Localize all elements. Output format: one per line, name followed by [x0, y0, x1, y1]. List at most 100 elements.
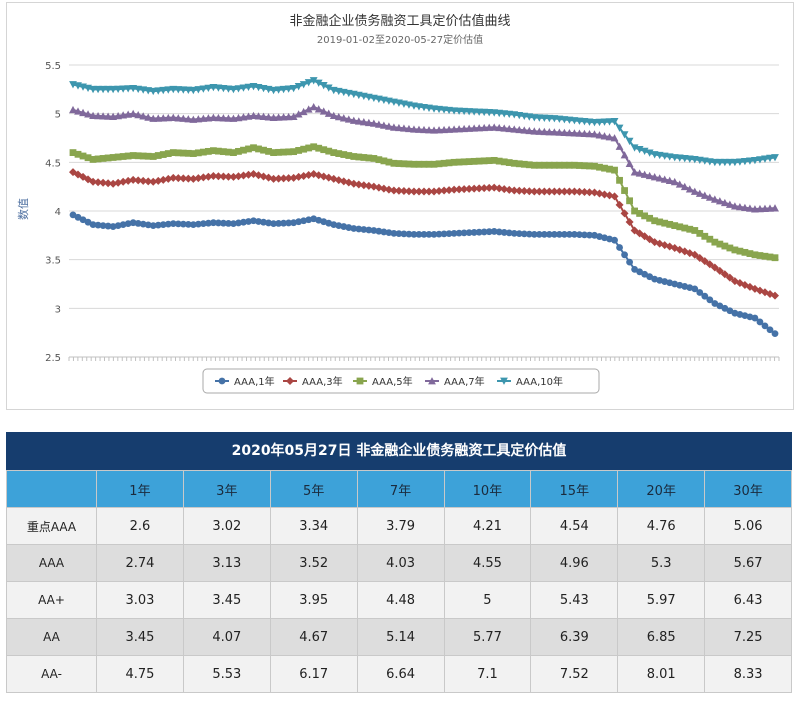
data-point[interactable]	[395, 123, 403, 132]
data-point[interactable]	[134, 110, 143, 119]
data-point[interactable]	[590, 130, 599, 138]
data-point[interactable]	[415, 160, 423, 168]
data-point[interactable]	[420, 187, 428, 196]
data-point[interactable]	[284, 174, 293, 183]
data-point[interactable]	[420, 230, 428, 238]
data-point[interactable]	[535, 127, 544, 135]
data-point[interactable]	[360, 226, 368, 233]
data-point[interactable]	[405, 124, 413, 133]
data-point[interactable]	[736, 158, 744, 166]
data-point[interactable]	[595, 118, 604, 127]
data-point[interactable]	[425, 230, 433, 238]
data-point[interactable]	[219, 172, 228, 181]
data-point[interactable]	[490, 156, 498, 164]
data-point[interactable]	[761, 252, 769, 260]
data-point[interactable]	[525, 126, 534, 135]
data-point[interactable]	[409, 187, 418, 196]
data-point[interactable]	[164, 113, 173, 122]
data-point[interactable]	[294, 83, 303, 91]
data-point[interactable]	[561, 230, 568, 238]
data-point[interactable]	[220, 219, 227, 227]
data-point[interactable]	[530, 114, 539, 122]
data-point[interactable]	[359, 118, 368, 126]
data-point[interactable]	[455, 107, 463, 115]
data-point[interactable]	[470, 108, 479, 116]
data-point[interactable]	[505, 124, 514, 133]
data-point[interactable]	[480, 228, 488, 236]
data-point[interactable]	[460, 107, 469, 116]
data-point[interactable]	[134, 220, 142, 227]
data-point[interactable]	[615, 124, 624, 132]
data-point[interactable]	[374, 120, 383, 128]
data-point[interactable]	[576, 231, 583, 239]
data-point[interactable]	[319, 82, 328, 90]
data-point[interactable]	[379, 184, 388, 193]
data-point[interactable]	[219, 114, 228, 122]
data-point[interactable]	[540, 127, 549, 136]
data-point[interactable]	[741, 248, 749, 256]
data-point[interactable]	[771, 254, 779, 262]
data-point[interactable]	[695, 253, 704, 262]
data-point[interactable]	[475, 228, 483, 236]
legend-item[interactable]: AAA,5年	[353, 375, 413, 388]
data-point[interactable]	[571, 161, 578, 169]
data-point[interactable]	[289, 173, 298, 182]
data-point[interactable]	[485, 157, 493, 165]
data-point[interactable]	[581, 231, 588, 239]
data-point[interactable]	[495, 123, 504, 132]
data-point[interactable]	[385, 122, 393, 130]
data-point[interactable]	[675, 180, 684, 188]
data-point[interactable]	[545, 114, 554, 123]
data-point[interactable]	[164, 86, 173, 94]
data-point[interactable]	[405, 160, 413, 168]
data-point[interactable]	[595, 131, 604, 139]
data-point[interactable]	[566, 161, 573, 169]
data-point[interactable]	[354, 180, 363, 189]
data-point[interactable]	[154, 221, 162, 229]
data-point[interactable]	[480, 123, 489, 132]
data-point[interactable]	[315, 144, 323, 152]
data-point[interactable]	[611, 166, 618, 174]
data-point[interactable]	[289, 112, 298, 120]
data-point[interactable]	[676, 223, 684, 231]
data-point[interactable]	[555, 161, 563, 169]
data-point[interactable]	[761, 204, 769, 212]
data-point[interactable]	[725, 158, 734, 167]
data-point[interactable]	[450, 107, 458, 115]
data-point[interactable]	[260, 146, 267, 154]
data-point[interactable]	[500, 124, 509, 132]
data-point[interactable]	[495, 157, 503, 165]
data-point[interactable]	[620, 209, 629, 218]
data-point[interactable]	[245, 218, 252, 225]
data-point[interactable]	[540, 114, 549, 122]
data-point[interactable]	[99, 85, 107, 94]
data-point[interactable]	[320, 146, 328, 154]
data-point[interactable]	[124, 85, 133, 93]
data-point[interactable]	[269, 113, 278, 121]
data-point[interactable]	[274, 174, 283, 183]
data-point[interactable]	[435, 126, 443, 134]
data-point[interactable]	[199, 148, 207, 156]
data-point[interactable]	[621, 251, 628, 259]
data-point[interactable]	[300, 145, 308, 153]
data-point[interactable]	[520, 160, 528, 168]
data-point[interactable]	[79, 108, 87, 117]
data-point[interactable]	[681, 224, 689, 232]
data-point[interactable]	[400, 124, 408, 132]
data-point[interactable]	[144, 113, 153, 121]
data-point[interactable]	[159, 175, 168, 184]
data-point[interactable]	[635, 169, 644, 177]
legend-item[interactable]: AAA,7年	[425, 375, 485, 388]
data-point[interactable]	[245, 145, 252, 153]
data-point[interactable]	[590, 188, 599, 197]
data-point[interactable]	[600, 132, 609, 140]
data-point[interactable]	[360, 154, 368, 161]
data-point[interactable]	[375, 156, 383, 164]
data-point[interactable]	[139, 152, 147, 160]
data-point[interactable]	[389, 186, 398, 195]
data-point[interactable]	[280, 219, 287, 227]
data-point[interactable]	[204, 147, 212, 155]
data-point[interactable]	[661, 219, 669, 227]
data-point[interactable]	[470, 229, 478, 236]
data-point[interactable]	[555, 230, 563, 238]
